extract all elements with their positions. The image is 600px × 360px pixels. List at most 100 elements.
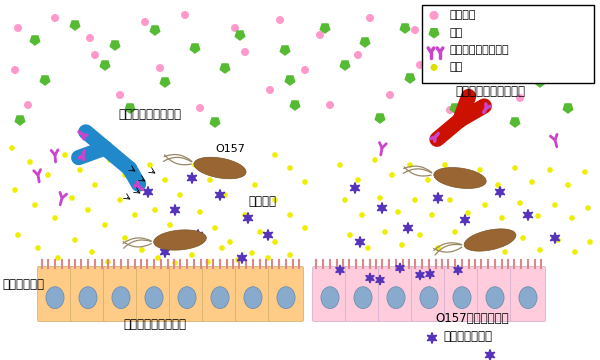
Circle shape [585,205,591,211]
Circle shape [141,18,149,26]
Circle shape [372,157,378,163]
Circle shape [167,222,173,228]
Circle shape [482,202,488,208]
Polygon shape [30,36,40,45]
Ellipse shape [194,157,246,179]
Polygon shape [125,104,135,113]
Ellipse shape [387,287,405,309]
Ellipse shape [244,287,262,309]
Polygon shape [530,44,540,53]
Ellipse shape [464,229,516,251]
Circle shape [582,169,588,175]
Circle shape [12,187,18,193]
Polygon shape [523,210,533,220]
Circle shape [9,145,15,151]
Circle shape [51,14,59,22]
Circle shape [77,167,83,173]
Circle shape [287,165,293,171]
Circle shape [212,225,218,231]
FancyBboxPatch shape [104,266,139,321]
FancyBboxPatch shape [511,266,545,321]
Circle shape [14,24,22,32]
Circle shape [272,152,278,158]
Circle shape [272,197,278,203]
Circle shape [152,207,158,213]
Polygon shape [150,26,160,35]
Circle shape [399,242,405,248]
FancyBboxPatch shape [412,266,446,321]
Circle shape [189,252,195,258]
Circle shape [182,235,188,241]
Polygon shape [365,273,374,283]
Circle shape [459,175,465,181]
Circle shape [382,229,388,235]
Circle shape [551,56,559,64]
Circle shape [181,11,189,19]
Circle shape [365,245,371,251]
Circle shape [107,157,113,163]
Circle shape [502,249,508,255]
Circle shape [241,48,249,56]
Circle shape [529,179,535,185]
Circle shape [386,91,394,99]
Text: 予防株ビフィズス菌: 予防株ビフィズス菌 [118,108,181,121]
Polygon shape [440,41,450,50]
Circle shape [411,26,419,34]
FancyBboxPatch shape [478,266,512,321]
Polygon shape [143,186,153,198]
Circle shape [222,192,228,198]
Circle shape [86,34,94,42]
Circle shape [69,195,75,201]
Polygon shape [427,333,437,343]
Polygon shape [190,44,200,53]
Circle shape [156,64,164,72]
Circle shape [389,172,395,178]
Circle shape [35,245,41,251]
Circle shape [517,200,523,206]
Circle shape [512,165,518,171]
Circle shape [265,255,271,261]
Circle shape [366,14,374,22]
Circle shape [272,239,278,245]
Circle shape [456,18,464,26]
Circle shape [412,197,418,203]
Circle shape [326,101,334,109]
Circle shape [347,232,353,238]
Polygon shape [237,252,247,264]
Circle shape [316,31,324,39]
Ellipse shape [79,287,97,309]
FancyBboxPatch shape [268,266,304,321]
Ellipse shape [277,287,295,309]
Circle shape [15,232,21,238]
Text: 増殖増進・保護作用: 増殖増進・保護作用 [124,318,187,331]
Polygon shape [416,270,424,280]
Ellipse shape [321,287,339,309]
Polygon shape [510,118,520,127]
Polygon shape [465,61,475,70]
Polygon shape [40,76,50,85]
Circle shape [541,28,549,36]
Ellipse shape [211,287,229,309]
Text: 糖トランスポーター: 糖トランスポーター [450,45,509,55]
Circle shape [235,257,241,263]
Circle shape [442,162,448,168]
Circle shape [496,11,504,19]
Circle shape [342,197,348,203]
Circle shape [287,252,293,258]
Circle shape [196,104,204,112]
Polygon shape [263,230,273,240]
Polygon shape [535,78,545,87]
Polygon shape [450,104,460,113]
Circle shape [417,232,423,238]
Circle shape [257,229,263,235]
Circle shape [24,101,32,109]
Circle shape [354,51,362,59]
Circle shape [105,259,111,265]
Circle shape [219,245,225,251]
Circle shape [446,106,454,114]
Polygon shape [563,104,573,113]
Polygon shape [335,265,344,275]
Ellipse shape [46,287,64,309]
Text: シガ毒素の侵入: シガ毒素の侵入 [443,330,492,343]
Text: 非予防株ビフィズス菌: 非予防株ビフィズス菌 [455,85,525,98]
